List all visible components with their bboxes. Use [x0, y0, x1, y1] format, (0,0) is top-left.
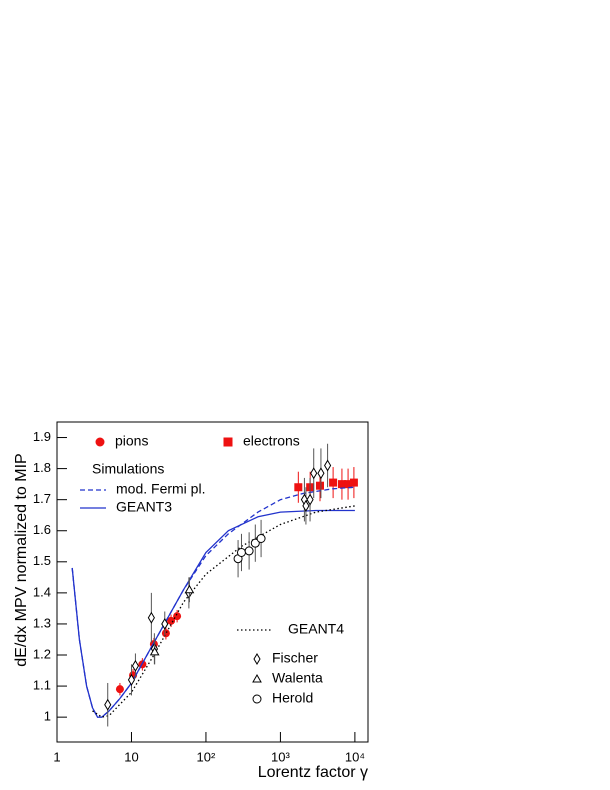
- y-tick-label: 1.4: [33, 584, 51, 599]
- marker: [256, 534, 266, 544]
- x-tick-label: 10²: [197, 749, 216, 764]
- legend-marker: [252, 694, 262, 704]
- marker: [173, 612, 182, 621]
- marker: [104, 698, 112, 711]
- marker: [236, 547, 246, 557]
- legend-marker: [223, 437, 233, 447]
- legend-label: electrons: [243, 433, 300, 449]
- legend-label: GEANT4: [288, 621, 344, 637]
- y-tick-label: 1.5: [33, 553, 51, 568]
- marker: [306, 493, 314, 506]
- y-tick-label: 1.8: [33, 460, 51, 475]
- x-tick-label: 1: [53, 749, 60, 764]
- y-tick-label: 1.2: [33, 646, 51, 661]
- y-tick-label: 1.1: [33, 678, 51, 693]
- marker: [310, 467, 318, 480]
- y-axis-label: dE/dx MPV normalized to MIP: [13, 453, 30, 666]
- legend-marker: [253, 653, 261, 665]
- marker: [127, 673, 136, 686]
- legend-heading: Simulations: [92, 461, 164, 477]
- legend-label: mod. Fermi pl.: [116, 481, 205, 497]
- x-axis-label: Lorentz factor γ: [258, 764, 368, 781]
- marker: [149, 646, 160, 656]
- marker: [329, 478, 338, 487]
- legend-label: GEANT3: [116, 499, 172, 515]
- x-tick-label: 10⁴: [345, 749, 365, 764]
- curve: [92, 505, 356, 718]
- marker: [161, 629, 170, 638]
- marker: [131, 659, 140, 672]
- legend-label: Herold: [272, 690, 313, 706]
- x-tick-label: 10³: [271, 749, 290, 764]
- marker: [244, 546, 254, 556]
- marker: [324, 459, 332, 472]
- marker: [167, 616, 176, 625]
- legend-label: Fischer: [272, 650, 318, 666]
- marker: [344, 480, 353, 489]
- marker: [115, 685, 124, 694]
- legend-marker: [252, 673, 262, 683]
- curve: [71, 509, 355, 718]
- y-tick-label: 1.6: [33, 522, 51, 537]
- y-tick-label: 1.7: [33, 491, 51, 506]
- marker: [349, 478, 358, 487]
- legend-label: Walenta: [272, 670, 323, 686]
- marker: [337, 480, 346, 489]
- plot-frame: [56, 421, 369, 743]
- marker: [302, 499, 310, 512]
- legend-label: pions: [115, 433, 148, 449]
- y-tick-label: 1: [44, 709, 51, 724]
- y-tick-label: 1.3: [33, 615, 51, 630]
- marker: [317, 467, 325, 480]
- marker: [184, 584, 195, 594]
- y-tick-label: 1.9: [33, 429, 51, 444]
- marker: [294, 483, 303, 492]
- legend-marker: [95, 437, 105, 447]
- marker: [315, 481, 324, 490]
- marker: [161, 617, 169, 630]
- marker: [250, 538, 260, 548]
- marker: [147, 611, 155, 624]
- x-tick-label: 10: [124, 749, 138, 764]
